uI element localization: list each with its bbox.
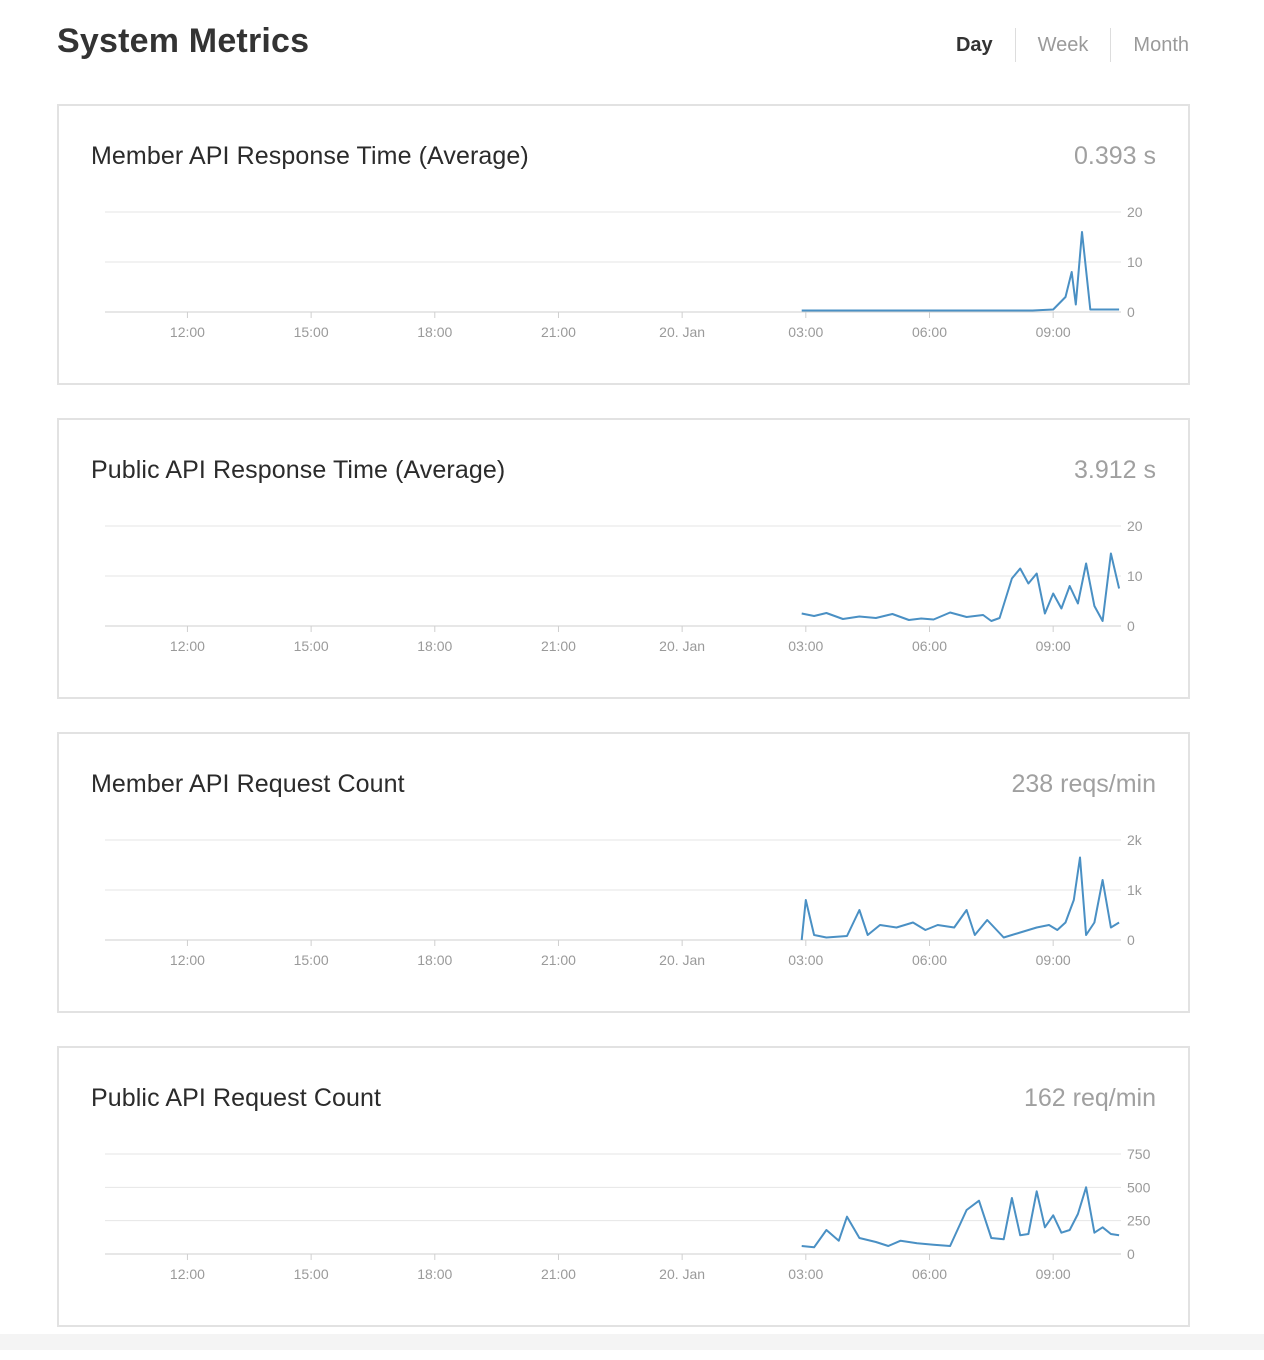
series-line	[801, 1186, 1120, 1249]
x-tick-label: 15:00	[294, 1266, 329, 1282]
y-tick-label: 0	[1127, 932, 1135, 948]
x-tick-label: 12:00	[170, 638, 205, 654]
card-title: Public API Response Time (Average)	[91, 456, 506, 484]
x-tick-label: 20. Jan	[659, 324, 705, 340]
y-tick-label: 0	[1127, 304, 1135, 320]
y-tick-label: 0	[1127, 618, 1135, 634]
tab-day[interactable]: Day	[955, 34, 993, 56]
x-tick-label: 06:00	[912, 638, 947, 654]
y-tick-label: 2k	[1127, 832, 1143, 848]
x-tick-label: 03:00	[788, 1266, 823, 1282]
member-api-response-time-card: Member API Response Time (Average) 0.393…	[57, 104, 1190, 385]
y-tick-label: 20	[1127, 518, 1143, 534]
series-line	[801, 231, 1120, 312]
x-tick-label: 03:00	[788, 952, 823, 968]
member-api-request-count-chart: 0 1k 2k 12:00 15:00 18:00 21:00 20. Jan 03:00 06:…	[105, 832, 1143, 968]
x-tick-label: 03:00	[788, 324, 823, 340]
metrics-cards: Member API Response Time (Average) 0.393…	[57, 104, 1190, 1360]
public-api-request-count-chart: 0 250 500 750 12:00 15:00 18:00 21:00 20. Jan 03:…	[105, 1146, 1151, 1282]
x-tick-label: 09:00	[1036, 324, 1071, 340]
x-tick-label: 18:00	[417, 1266, 452, 1282]
x-tick-label: 12:00	[170, 1266, 205, 1282]
x-tick-label: 12:00	[170, 324, 205, 340]
x-tick-label: 09:00	[1036, 952, 1071, 968]
public-api-response-time-chart: 0 10 20 12:00 15:00 18:00 21:00 20. Jan 03:00 06:…	[105, 518, 1143, 654]
x-tick-label: 21:00	[541, 952, 576, 968]
tab-month[interactable]: Month	[1110, 28, 1189, 62]
y-tick-label: 750	[1127, 1146, 1151, 1162]
x-tick-label: 20. Jan	[659, 1266, 705, 1282]
member-api-request-count-card: Member API Request Count 238 reqs/min 0 1…	[57, 732, 1190, 1013]
time-range-tabs: Day Week Month	[956, 28, 1189, 62]
y-tick-label: 250	[1127, 1213, 1151, 1229]
member-api-response-time-chart: 0 10 20 12:00 15:00 18:00 21:00 20. Jan 03:00 06:…	[105, 204, 1143, 340]
card-title: Member API Request Count	[91, 770, 405, 798]
y-tick-label: 10	[1127, 254, 1143, 270]
y-tick-label: 500	[1127, 1179, 1151, 1195]
card-current-value: 162 req/min	[1023, 1084, 1156, 1112]
y-tick-label: 10	[1127, 568, 1143, 584]
x-tick-label: 21:00	[541, 324, 576, 340]
x-tick-label: 03:00	[788, 638, 823, 654]
card-title: Member API Response Time (Average)	[91, 142, 529, 170]
series-line	[800, 856, 1120, 941]
card-current-value: 0.393 s	[1073, 142, 1156, 170]
x-tick-label: 06:00	[912, 952, 947, 968]
x-tick-label: 15:00	[294, 324, 329, 340]
x-tick-label: 20. Jan	[659, 952, 705, 968]
x-tick-label: 18:00	[417, 324, 452, 340]
card-current-value: 238 reqs/min	[1011, 770, 1156, 798]
x-tick-label: 06:00	[912, 324, 947, 340]
x-tick-label: 18:00	[417, 952, 452, 968]
page-footer-strip	[0, 1334, 1264, 1350]
x-tick-label: 09:00	[1036, 1266, 1071, 1282]
x-tick-label: 12:00	[170, 952, 205, 968]
x-tick-label: 20. Jan	[659, 638, 705, 654]
x-tick-label: 09:00	[1036, 638, 1071, 654]
x-tick-label: 21:00	[541, 1266, 576, 1282]
public-api-response-time-card: Public API Response Time (Average) 3.912…	[57, 418, 1190, 699]
y-tick-label: 0	[1127, 1246, 1135, 1262]
x-tick-label: 15:00	[294, 952, 329, 968]
series-line	[801, 552, 1121, 622]
card-current-value: 3.912 s	[1073, 456, 1156, 484]
x-tick-label: 15:00	[294, 638, 329, 654]
x-tick-label: 18:00	[417, 638, 452, 654]
public-api-request-count-card: Public API Request Count 162 req/min 0 25…	[57, 1046, 1190, 1327]
y-tick-label: 20	[1127, 204, 1143, 220]
y-tick-label: 1k	[1127, 882, 1143, 898]
x-tick-label: 06:00	[912, 1266, 947, 1282]
page-title: System Metrics	[57, 22, 310, 60]
x-tick-label: 21:00	[541, 638, 576, 654]
tab-week[interactable]: Week	[1014, 28, 1111, 62]
card-title: Public API Request Count	[91, 1084, 382, 1112]
page-header: System Metrics Day Week Month	[0, 0, 1264, 90]
